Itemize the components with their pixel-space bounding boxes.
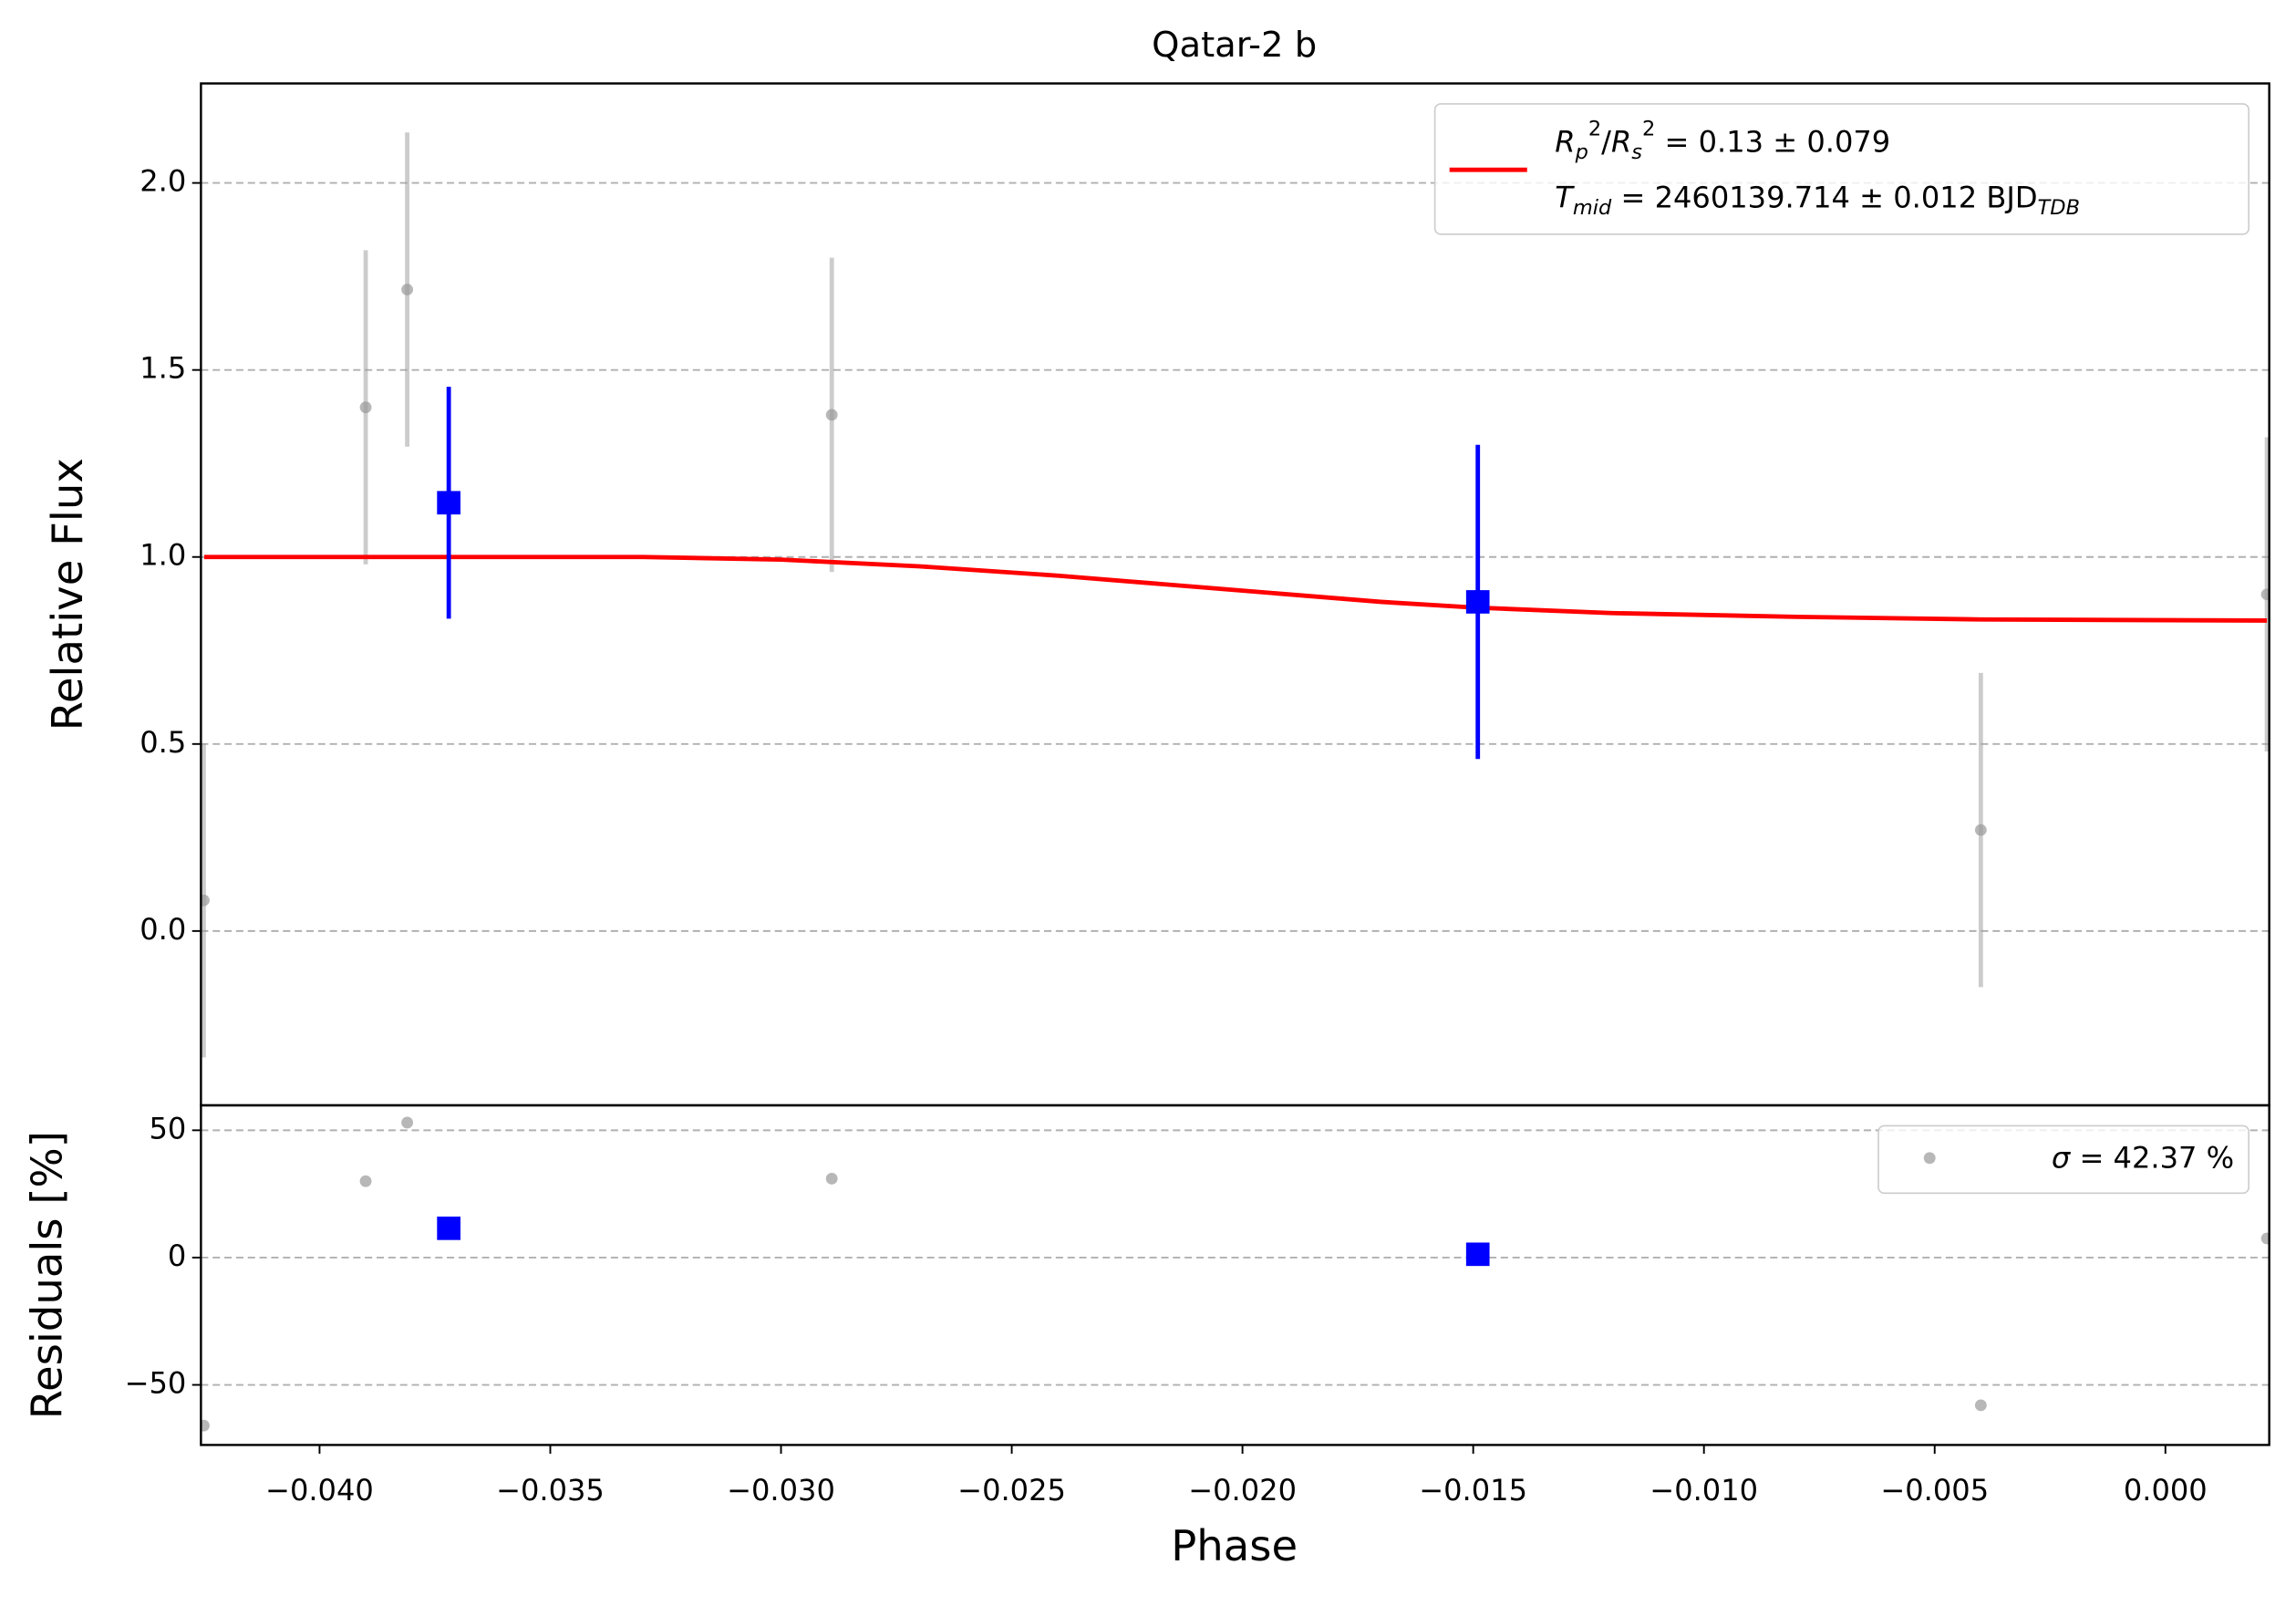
binned-point — [1465, 590, 1490, 614]
legend-text: / — [1601, 124, 1611, 159]
data-point — [401, 284, 414, 295]
legend-text: p — [1575, 140, 1588, 163]
y-tick-label: 0.5 — [140, 725, 186, 760]
plot-area — [201, 1116, 2270, 1432]
x-tick-label: −0.040 — [265, 1473, 374, 1508]
binned-point — [437, 491, 460, 515]
data-point — [2260, 588, 2270, 601]
data-point — [1974, 1399, 1987, 1412]
y-axis-label: Residuals [%] — [23, 1131, 72, 1419]
x-tick-label: −0.005 — [1880, 1473, 1989, 1508]
y-axis-label: Relative Flux — [43, 458, 92, 730]
chart-title: Qatar-2 b — [1152, 25, 1317, 66]
legend-text: σ — [2052, 1140, 2072, 1175]
x-tick-label: −0.035 — [496, 1473, 605, 1508]
data-point — [359, 1175, 372, 1187]
legend-swatch — [1923, 1152, 1936, 1165]
y-tick-label: 1.0 — [140, 538, 186, 573]
model-line — [203, 554, 2268, 623]
legend-text: TDB — [2038, 195, 2080, 219]
x-tick-label: 0.000 — [2124, 1473, 2208, 1508]
legend-label: Tmid = 2460139.714 ± 0.012 BJDTDB — [1555, 180, 2080, 219]
legend-text: s — [1631, 140, 1642, 163]
data-point — [201, 894, 210, 907]
y-tick-label: 2.0 — [140, 164, 186, 199]
x-tick-label: −0.015 — [1419, 1473, 1527, 1508]
x-tick-label: −0.020 — [1188, 1473, 1297, 1508]
legend-box — [1877, 1124, 2249, 1195]
legend-label: Rp2/Rs2 = 0.13 ± 0.079 — [1555, 117, 1890, 164]
legend-label: σ = 42.37 % — [2052, 1140, 2234, 1175]
legend-text: = 0.13 ± 0.079 — [1655, 124, 1890, 159]
y-tick-label: 0.0 — [140, 912, 186, 947]
legend-text: 2 — [1642, 117, 1655, 140]
legend-text: R — [1611, 124, 1631, 159]
legend-text: 2 — [1588, 117, 1601, 140]
y-tick-label: 1.5 — [140, 351, 186, 386]
x-axis-label: Phase — [1171, 1521, 1298, 1570]
y-tick-label: 50 — [149, 1111, 186, 1145]
data-point — [2260, 1232, 2270, 1245]
axes-frame — [200, 1103, 2270, 1446]
legend-text: mid — [1573, 195, 1612, 219]
data-point — [825, 409, 838, 421]
data-point — [1974, 824, 1987, 836]
legend: σ = 42.37 % — [1877, 1124, 2249, 1195]
data-point — [201, 1419, 210, 1432]
x-tick-label: −0.010 — [1650, 1473, 1758, 1508]
data-point — [401, 1116, 414, 1129]
y-tick-label: −50 — [125, 1366, 187, 1401]
plot-area — [201, 132, 2270, 1058]
legend-text: T — [1555, 180, 1575, 214]
legend-box — [1433, 103, 2249, 235]
x-tick-label: −0.025 — [957, 1473, 1066, 1508]
y-tick-label: 0 — [168, 1238, 186, 1273]
legend-text: = 2460139.714 ± 0.012 BJD — [1611, 180, 2037, 214]
data-point — [825, 1172, 838, 1185]
binned-point — [1465, 1242, 1490, 1267]
x-tick-label: −0.030 — [727, 1473, 835, 1508]
legend-text: R — [1555, 124, 1575, 159]
legend-text: = 42.37 % — [2070, 1140, 2234, 1175]
data-point — [359, 401, 372, 414]
binned-point — [437, 1216, 460, 1240]
